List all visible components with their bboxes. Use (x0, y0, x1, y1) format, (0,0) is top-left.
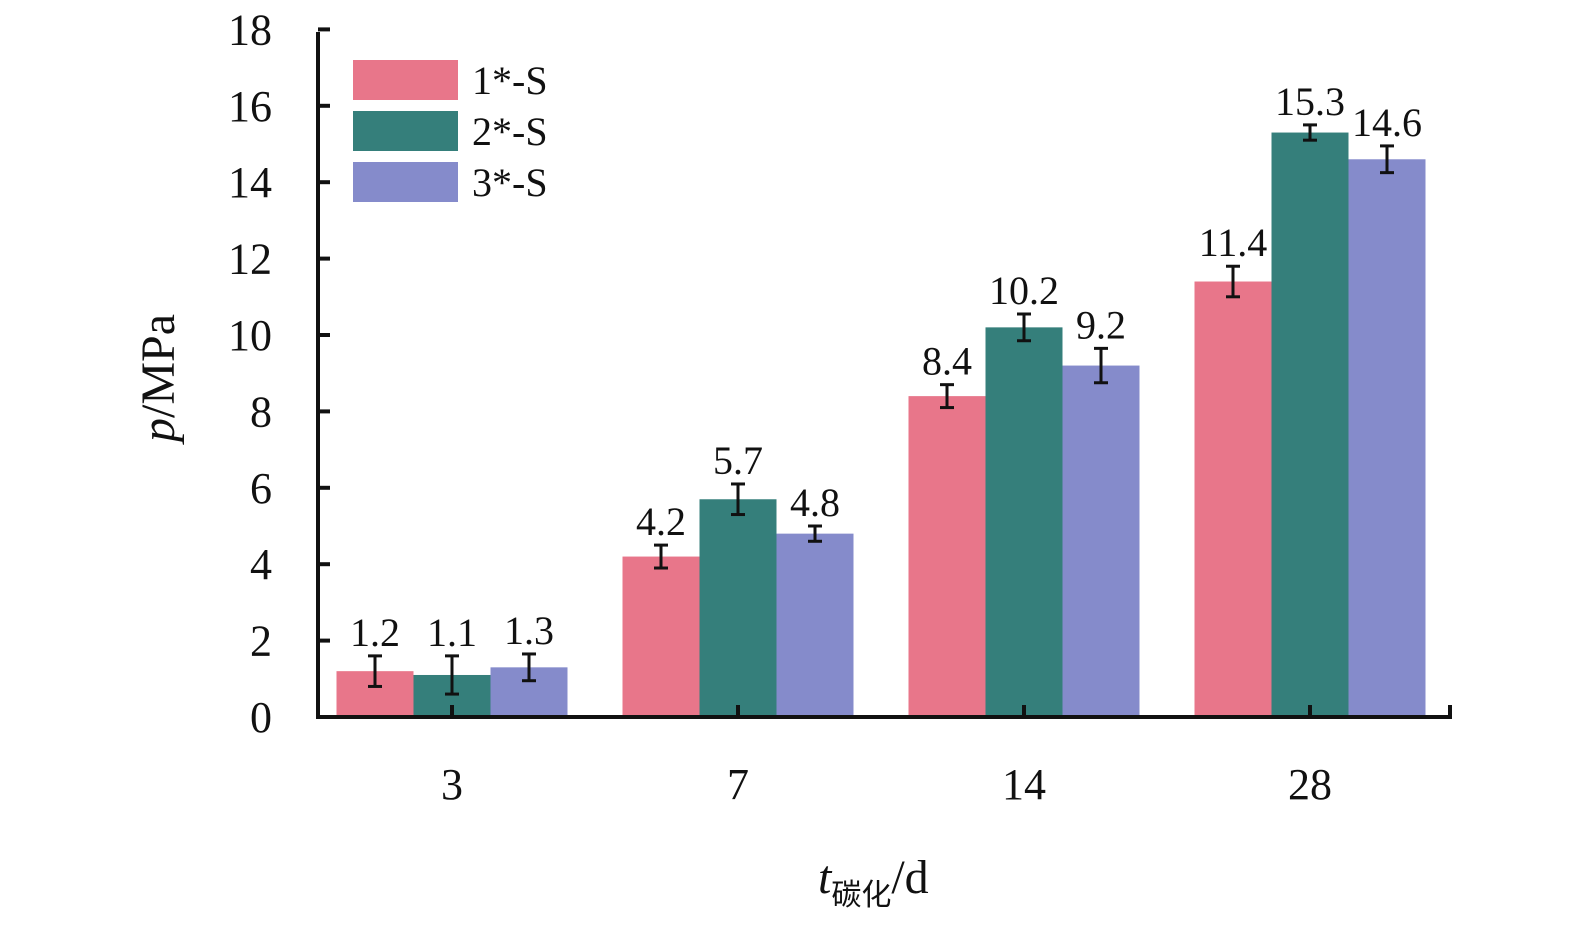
bar-1-28 (1194, 281, 1272, 717)
y-tick-label-6: 6 (250, 464, 272, 513)
data-labels-layer: 1.2 1.1 1.3 4.2 5.7 4.8 8.4 10.2 9.2 11.4 15.3 14.6 (350, 79, 1422, 655)
x-tick-label-28: 28 (1288, 760, 1332, 809)
error-bar-1-7 (654, 543, 668, 570)
error-bar-2-28 (1303, 123, 1317, 142)
error-bar-3-7 (808, 524, 822, 543)
data-label-1-14: 8.4 (922, 339, 972, 384)
data-label-3-7: 4.8 (790, 480, 840, 525)
error-bar-2-7 (731, 482, 745, 517)
bar-1-7 (622, 556, 700, 717)
y-tick-label-12: 12 (228, 235, 272, 284)
x-tick-label-14: 14 (1002, 760, 1046, 809)
x-tick-label-7: 7 (727, 760, 749, 809)
y-tick-label-18: 18 (228, 5, 272, 54)
data-label-3-14: 9.2 (1076, 302, 1126, 347)
y-axis-title: p/MPa (132, 314, 185, 445)
data-label-2-28: 15.3 (1275, 79, 1345, 124)
data-label-3-3: 1.3 (504, 608, 554, 653)
data-label-1-28: 11.4 (1199, 220, 1268, 265)
y-tick-label-4: 4 (250, 540, 272, 589)
y-axis-ticks: 0 2 4 6 8 10 12 14 16 18 (228, 5, 330, 742)
legend-label-1: 1*-S (472, 58, 548, 103)
y-tick-label-0: 0 (250, 693, 272, 742)
bar-2-7 (699, 499, 777, 717)
bar-1-14 (908, 396, 986, 717)
error-bar-3-28 (1380, 144, 1394, 175)
data-label-2-3: 1.1 (427, 610, 477, 655)
error-bar-1-28 (1226, 264, 1240, 299)
bar-3-14 (1062, 365, 1140, 717)
x-axis-title: t碳化/d (818, 851, 929, 913)
bar-2-28 (1271, 132, 1349, 718)
y-axis-title-unit: /MPa (132, 314, 185, 418)
legend-label-2: 2*-S (472, 109, 548, 154)
y-tick-label-2: 2 (250, 617, 272, 666)
error-bars-layer (368, 123, 1394, 696)
data-label-3-28: 14.6 (1352, 100, 1422, 145)
y-tick-label-14: 14 (228, 158, 272, 207)
data-label-1-7: 4.2 (636, 499, 686, 544)
bars-layer (336, 132, 1426, 718)
x-axis-title-var: t (818, 851, 833, 904)
legend-swatch-2 (353, 111, 458, 151)
legend-label-3: 3*-S (472, 160, 548, 205)
data-label-1-3: 1.2 (350, 610, 400, 655)
error-bar-1-3 (368, 654, 382, 688)
x-tick-label-3: 3 (441, 760, 463, 809)
data-label-2-7: 5.7 (713, 438, 763, 483)
error-bar-3-3 (522, 652, 536, 683)
y-axis-title-var: p (132, 418, 185, 445)
bar-3-7 (776, 533, 854, 717)
x-axis-ticks: 3 7 14 28 (441, 705, 1332, 809)
legend-swatch-1 (353, 60, 458, 100)
data-label-2-14: 10.2 (989, 268, 1059, 313)
y-tick-label-10: 10 (228, 311, 272, 360)
bar-3-28 (1348, 159, 1426, 717)
error-bar-2-14 (1017, 312, 1031, 343)
error-bar-2-3 (445, 654, 459, 696)
y-tick-label-16: 16 (228, 82, 272, 131)
x-axis-title-unit: /d (891, 851, 928, 904)
legend: 1*-S 2*-S 3*-S (353, 58, 548, 205)
x-axis-title-subscript: 碳化 (831, 878, 891, 913)
error-bar-3-14 (1094, 346, 1108, 385)
legend-swatch-3 (353, 162, 458, 202)
error-bar-1-14 (940, 383, 954, 410)
y-tick-label-8: 8 (250, 387, 272, 436)
bar-2-14 (985, 327, 1063, 717)
